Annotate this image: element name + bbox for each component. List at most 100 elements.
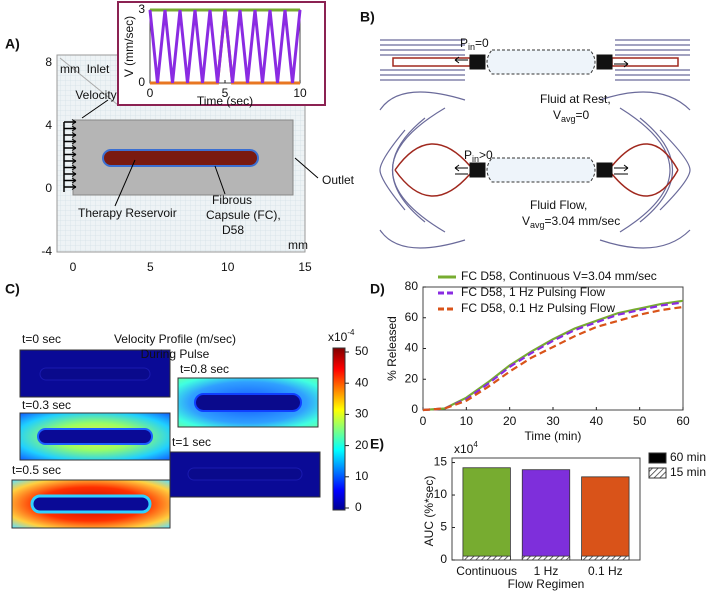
x-tick-label: 10 [460, 414, 474, 428]
colorbar-tick-label: 40 [355, 375, 369, 389]
y-axis-label: V (mm/sec) [122, 16, 136, 77]
colorbar-tick-label: 30 [355, 407, 369, 421]
text-sub: in [468, 42, 475, 52]
panel-label: D) [370, 281, 385, 297]
frame-label: t=0.8 sec [180, 362, 229, 376]
arrow-head [71, 119, 77, 125]
pointer [81, 99, 109, 119]
heatmaps [11, 347, 346, 529]
series-line [422, 305, 684, 412]
bar [462, 467, 511, 561]
frame-label: t=0.3 sec [22, 398, 71, 412]
y-tick-label: 40 [405, 341, 419, 355]
heatmap-title: During Pulse [141, 347, 210, 361]
caption: Fluid at Rest, [540, 92, 611, 106]
text-main: P [460, 36, 468, 50]
panel-label: C) [5, 281, 20, 297]
text-main: x10 [328, 330, 348, 344]
pointer [114, 159, 136, 207]
unit-label: mm [60, 62, 80, 76]
y-tick-label: 4 [45, 118, 52, 132]
x-tick-label: 0 [147, 86, 154, 100]
bar-hatched [462, 555, 511, 561]
bar [581, 476, 630, 561]
bar-hatched [521, 555, 571, 561]
legend-label: 60 min [670, 450, 706, 464]
inlet-label: Velocity [75, 88, 116, 102]
frame-label: t=0.5 sec [12, 463, 61, 477]
y-axis-label: % Released [385, 316, 399, 381]
series-line [422, 301, 684, 412]
x-tick-label: 10 [221, 260, 235, 274]
y-tick-label: 0 [138, 75, 145, 89]
x-tick-label: Continuous [456, 564, 517, 578]
capsule-label: Capsule (FC), [206, 208, 281, 222]
text-sub: in [472, 154, 479, 164]
text-main: V [553, 108, 561, 122]
arrow-head [71, 164, 77, 171]
legend-label: FC D58, 1 Hz Pulsing Flow [461, 285, 605, 299]
colorbar-tick-label: 50 [355, 344, 369, 358]
x-tick-label: 1 Hz [534, 564, 559, 578]
text-rest: =3.04 mm/sec [545, 214, 621, 228]
unit-label: mm [288, 238, 308, 252]
x-axis-label: Flow Regimen [508, 577, 585, 591]
text-main: P [464, 148, 472, 162]
colorbar-scale: x10-4 [328, 328, 355, 344]
reservoir-label: Therapy Reservoir [78, 206, 177, 220]
y-tick-label: 0 [411, 402, 418, 416]
x-tick-label: 15 [298, 260, 312, 274]
series-line [148, 9, 302, 84]
capsule-label: D58 [222, 223, 244, 237]
axis-scale: x104 [454, 440, 478, 456]
arrow-head [71, 184, 77, 190]
x-tick-label: 20 [503, 414, 517, 428]
arrow-head [71, 171, 77, 177]
pointer [294, 157, 319, 179]
inlet-label: Inlet [87, 62, 110, 76]
panel-b-diagram [379, 39, 691, 249]
colorbar-tick-label: 20 [355, 438, 369, 452]
x-axis-label: Time (sec) [197, 94, 253, 108]
x-tick-label: 40 [590, 414, 604, 428]
arrow-head [71, 158, 77, 164]
outlet-label: Outlet [322, 173, 355, 187]
text-rest: =0 [475, 36, 489, 50]
capsule [102, 149, 259, 167]
arrow-head [71, 125, 77, 132]
panel-label: E) [370, 436, 384, 452]
arrow-head [71, 151, 77, 158]
x-tick-label: 0 [420, 414, 427, 428]
frame-label: t=1 sec [172, 435, 211, 449]
x-tick-label: 50 [633, 414, 647, 428]
zoom-line [59, 57, 119, 106]
x-tick-label: 0.1 Hz [588, 564, 623, 578]
capsule-label: Fibrous [212, 193, 252, 207]
velocity-label: Vavg=3.04 mm/sec [522, 214, 620, 230]
series-line [422, 299, 684, 412]
y-tick-label: 5 [440, 520, 447, 534]
pressure-label: Pin=0 [460, 36, 489, 52]
x-tick-label: 60 [676, 414, 690, 428]
text-main: x10 [454, 442, 474, 456]
y-tick-label: 80 [405, 279, 419, 293]
arrow-head [71, 177, 77, 184]
y-tick-label: 8 [45, 55, 52, 69]
arrow-head [71, 138, 77, 145]
text-sup: -4 [347, 328, 355, 337]
velocity-label: Vavg=0 [553, 108, 590, 124]
colorbar-tick-label: 10 [355, 469, 369, 483]
x-tick-label: 30 [546, 414, 560, 428]
plot-frame [422, 286, 684, 411]
heatmap-title: Velocity Profile (m/sec) [114, 332, 236, 346]
text-main: V [522, 214, 530, 228]
y-axis-label: AUC (%*sec) [422, 476, 436, 547]
y-tick-label: 0 [440, 552, 447, 566]
y-tick-label: 10 [434, 487, 448, 501]
legend-swatch [648, 467, 667, 479]
legend-label: 15 min [670, 465, 706, 479]
inlet-arrows [63, 119, 77, 192]
arrow-head [71, 132, 77, 138]
